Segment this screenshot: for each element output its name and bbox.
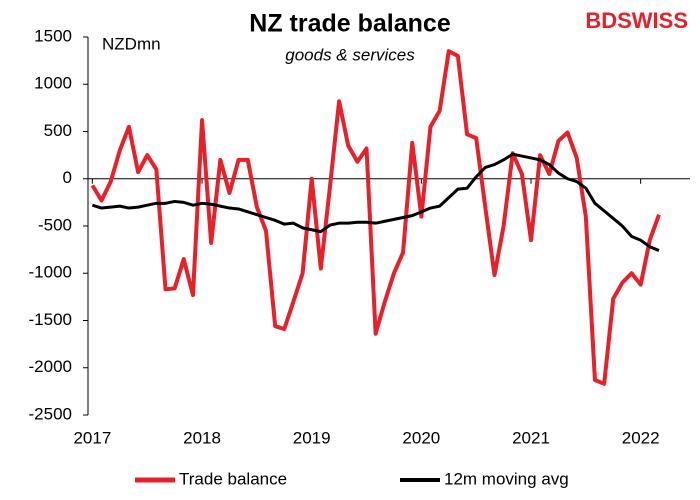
legend-label: 12m moving avg [444,469,569,488]
y-tick-label: -1500 [29,310,72,329]
y-tick-label: -2000 [29,357,72,376]
unit-label: NZDmn [102,34,161,53]
x-tick-label: 2017 [73,428,111,447]
logo: BDSWISS [585,8,688,33]
y-tick-label: 1000 [34,74,72,93]
x-tick-label: 2022 [622,428,660,447]
y-tick-label: 500 [44,121,72,140]
x-tick-label: 2018 [183,428,221,447]
y-tick-label: -2500 [29,404,72,423]
x-tick-label: 2020 [402,428,440,447]
legend-label: Trade balance [179,469,287,488]
x-tick-label: 2019 [293,428,331,447]
y-tick-label: 0 [63,168,72,187]
y-tick-label: 1500 [34,26,72,45]
y-tick-label: -500 [38,215,72,234]
y-tick-label: -1000 [29,263,72,282]
series-line [90,49,661,386]
chart-subtitle: goods & services [285,45,415,64]
x-tick-label: 2021 [512,428,550,447]
series-line [91,152,660,252]
chart-title: NZ trade balance [249,10,451,38]
